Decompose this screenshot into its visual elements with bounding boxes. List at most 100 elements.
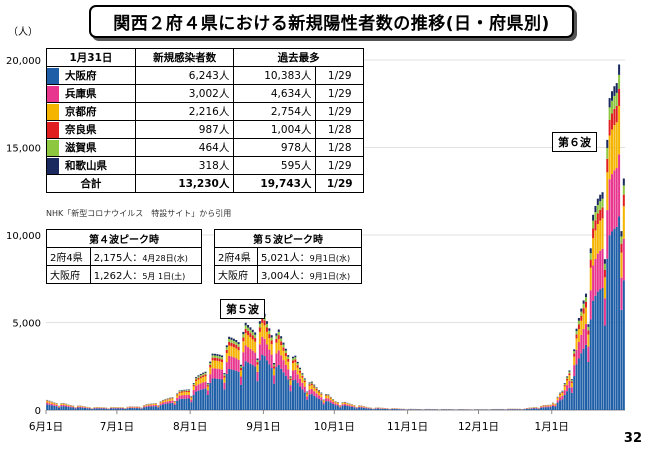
source-note: NHK「新型コロナウイルス 特設サイト」から引用	[46, 209, 232, 218]
bar-segment-hyogo	[154, 404, 157, 407]
bar-segment-hyogo	[83, 407, 86, 408]
bar-segment-hyogo	[554, 405, 557, 407]
bar-segment-kyoto	[69, 405, 72, 407]
bar-segment-hyogo	[161, 402, 164, 405]
bar-segment-hyogo	[197, 384, 200, 391]
page-number: 32	[623, 431, 642, 446]
bar-segment-shiga	[580, 311, 583, 316]
x-tick-label: 6月1日	[29, 421, 63, 433]
bar-segment-kyoto	[145, 404, 148, 406]
bar-segment-osaka	[190, 402, 193, 410]
bar-segment-wakayama	[594, 205, 597, 213]
bar-segment-shiga	[228, 338, 231, 342]
bar-segment-hyogo	[268, 349, 271, 365]
bar-segment-osaka	[358, 407, 361, 410]
bar-segment-hyogo	[48, 403, 51, 405]
bar-segment-nara	[232, 343, 235, 348]
bar-segment-shiga	[559, 393, 562, 394]
bar-segment-wakayama	[610, 91, 614, 101]
bar-segment-osaka	[128, 407, 131, 410]
bar-segment-osaka	[185, 398, 188, 410]
bar-segment-hyogo	[362, 407, 365, 408]
bar-segment-kyoto	[67, 405, 70, 406]
bar-segment-osaka	[429, 409, 432, 410]
bar-segment-nara	[296, 365, 299, 368]
bar-segment-hyogo	[251, 350, 254, 366]
bar-segment-osaka	[367, 408, 370, 410]
bar-segment-osaka	[275, 367, 278, 410]
bar-segment-wakayama	[195, 377, 198, 379]
bar-segment-wakayama	[608, 98, 611, 108]
max-cases: 1,004人	[233, 120, 317, 139]
bar-segment-shiga	[603, 263, 606, 270]
bar-segment-hyogo	[180, 395, 183, 399]
bar-segment-osaka	[211, 378, 214, 410]
bar-segment-wakayama	[199, 373, 202, 375]
bar-segment-osaka	[206, 395, 209, 410]
bar-segment-osaka	[277, 364, 280, 410]
bar-segment-wakayama	[192, 383, 195, 384]
bar-segment-osaka	[157, 407, 160, 410]
x-tick-label: 7月1日	[100, 421, 134, 433]
bar-segment-shiga	[176, 393, 179, 395]
bar-segment-kyoto	[273, 368, 276, 376]
bar-segment-nara	[589, 259, 592, 268]
bar-segment-shiga	[589, 253, 592, 260]
bar-segment-hyogo	[280, 355, 283, 369]
summary-total-row: 合計 13,230人 19,743人 1/29	[46, 174, 364, 193]
bar-segment-shiga	[296, 363, 299, 366]
bar-segment-hyogo	[577, 341, 580, 359]
bar-segment-hyogo	[263, 338, 266, 357]
bar-segment-osaka	[329, 402, 332, 410]
legend-swatch-shiga	[47, 140, 59, 156]
bar-segment-kyoto	[60, 404, 63, 406]
bar-segment-osaka	[83, 407, 86, 410]
bar-segment-kyoto	[185, 392, 188, 395]
bar-segment-nara	[254, 337, 257, 342]
bar-segment-nara	[192, 384, 195, 387]
bar-segment-kyoto	[620, 252, 623, 278]
bar-segment-kyoto	[237, 350, 240, 360]
bar-segment-kyoto	[542, 405, 545, 407]
bar-segment-hyogo	[343, 404, 346, 406]
bar-segment-shiga	[610, 100, 614, 114]
bar-segment-shiga	[282, 344, 285, 348]
bar-segment-nara	[204, 374, 207, 377]
bar-segment-osaka	[237, 371, 240, 410]
bar-segment-osaka	[393, 408, 396, 410]
bar-segment-kyoto	[169, 399, 172, 401]
bar-segment-hyogo	[235, 358, 238, 371]
bar-segment-kyoto	[566, 380, 569, 386]
bar-segment-hyogo	[195, 385, 198, 392]
max-date: 1/29	[315, 102, 364, 121]
bar-segment-wakayama	[221, 355, 224, 358]
bar-segment-nara	[190, 396, 193, 398]
bar-segment-hyogo	[353, 406, 356, 408]
bar-segment-wakayama	[587, 324, 590, 327]
bar-segment-osaka	[360, 407, 363, 410]
bar-segment-osaka	[173, 404, 176, 410]
bar-segment-hyogo	[232, 357, 235, 371]
bar-segment-osaka	[79, 407, 82, 410]
bar-segment-osaka	[72, 407, 75, 410]
max-cases: 10,383人	[233, 66, 317, 85]
peak-label: 大阪府	[46, 265, 91, 284]
bar-segment-osaka	[610, 231, 614, 410]
bar-segment-osaka	[145, 406, 148, 410]
bar-segment-osaka	[303, 392, 306, 410]
bar-segment-nara	[594, 220, 597, 231]
bar-segment-nara	[585, 301, 588, 308]
bar-segment-hyogo	[143, 406, 146, 408]
bar-segment-hyogo	[57, 406, 61, 408]
bar-segment-wakayama	[589, 248, 592, 254]
bar-segment-shiga	[275, 335, 278, 339]
bar-segment-kyoto	[55, 403, 58, 405]
bar-segment-hyogo	[329, 400, 332, 403]
bar-segment-osaka	[603, 325, 606, 410]
bar-segment-nara	[280, 341, 283, 346]
bar-segment-shiga	[251, 332, 254, 336]
pref-name: 大阪府	[65, 70, 97, 82]
bar-segment-nara	[230, 342, 233, 347]
bar-segment-wakayama	[568, 370, 571, 372]
bar-segment-osaka	[265, 360, 268, 410]
